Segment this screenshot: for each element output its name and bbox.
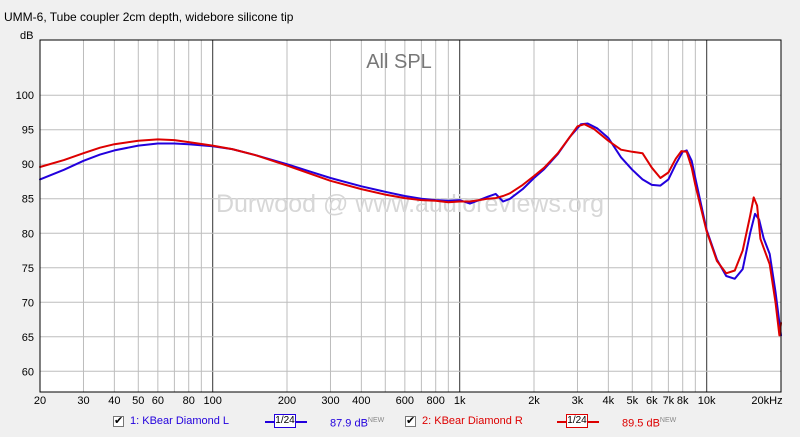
series-2-level-value: 89.5 dB xyxy=(622,417,660,430)
y-tick-label: 95 xyxy=(22,125,34,137)
y-tick-label: 65 xyxy=(22,332,34,344)
x-axis: 20 30 40 50 60 80 100 200 300 400 600 800 1k 2k 3k 4k 5k… xyxy=(34,395,783,407)
x-tick-label: 400 xyxy=(352,395,370,407)
series-line-2 xyxy=(39,123,782,337)
series-2-level: 89.5 dBNEW xyxy=(622,417,676,430)
x-tick-label: 3k xyxy=(572,395,584,407)
y-axis: 60 65 70 75 80 85 90 95 100 xyxy=(16,90,34,378)
x-tick-label: 4k xyxy=(603,395,615,407)
watermark: Durwood @ www.audioreviews.org xyxy=(216,190,604,218)
x-tick-label: 600 xyxy=(396,395,414,407)
x-tick-label: 20kHz xyxy=(751,395,782,407)
plot-frame xyxy=(39,39,782,393)
x-tick-label: 50 xyxy=(132,395,144,407)
legend-item-2[interactable]: 2: KBear Diamond R xyxy=(405,414,523,427)
legend: 1: KBear Diamond L 1/24 87.9 dBNEW 2: KB… xyxy=(0,413,800,433)
y-tick-label: 100 xyxy=(16,90,34,102)
x-tick-label: 10k xyxy=(698,395,716,407)
x-tick-label: 100 xyxy=(203,395,221,407)
chart-title: UMM-6, Tube coupler 2cm depth, widebore … xyxy=(4,10,294,24)
x-tick-label: 20 xyxy=(34,395,46,407)
series-1-level-value: 87.9 dB xyxy=(330,417,368,430)
x-tick-label: 80 xyxy=(183,395,195,407)
y-tick-label: 75 xyxy=(22,263,34,275)
x-tick-label: 6k xyxy=(646,395,658,407)
x-tick-label: 30 xyxy=(77,395,89,407)
x-tick-label: 300 xyxy=(321,395,339,407)
x-tick-label: 200 xyxy=(278,395,296,407)
x-tick-label: 8k xyxy=(677,395,689,407)
series-1-level-tag: NEW xyxy=(367,417,385,424)
series-2-smoothing-button[interactable]: 1/24 xyxy=(566,414,588,428)
y-tick-label: 80 xyxy=(22,228,34,240)
y-axis-label: dB xyxy=(20,30,33,42)
series-1-smoothing-button[interactable]: 1/24 xyxy=(274,414,296,428)
plot-label: All SPL xyxy=(366,51,432,73)
x-tick-label: 60 xyxy=(152,395,164,407)
x-tick-label: 1k xyxy=(454,395,466,407)
series-lines xyxy=(39,122,782,337)
series-1-checkbox[interactable] xyxy=(113,414,124,427)
x-tick-label: 5k xyxy=(626,395,638,407)
plot-area xyxy=(39,39,782,393)
y-tick-label: 85 xyxy=(22,194,34,206)
x-tick-label: 800 xyxy=(427,395,445,407)
series-1-level: 87.9 dBNEW xyxy=(330,417,384,430)
series-2-name: 2: KBear Diamond R xyxy=(422,415,523,427)
legend-item-1[interactable]: 1: KBear Diamond L xyxy=(113,414,230,427)
y-tick-label: 90 xyxy=(22,159,34,171)
series-2-checkbox[interactable] xyxy=(405,414,416,427)
series-2-level-tag: NEW xyxy=(659,417,677,424)
x-tick-label: 40 xyxy=(108,395,120,407)
x-tick-label: 7k xyxy=(663,395,675,407)
x-tick-label: 2k xyxy=(528,395,540,407)
y-tick-label: 60 xyxy=(22,366,34,378)
y-tick-label: 70 xyxy=(22,297,34,309)
series-1-name: 1: KBear Diamond L xyxy=(130,415,230,427)
